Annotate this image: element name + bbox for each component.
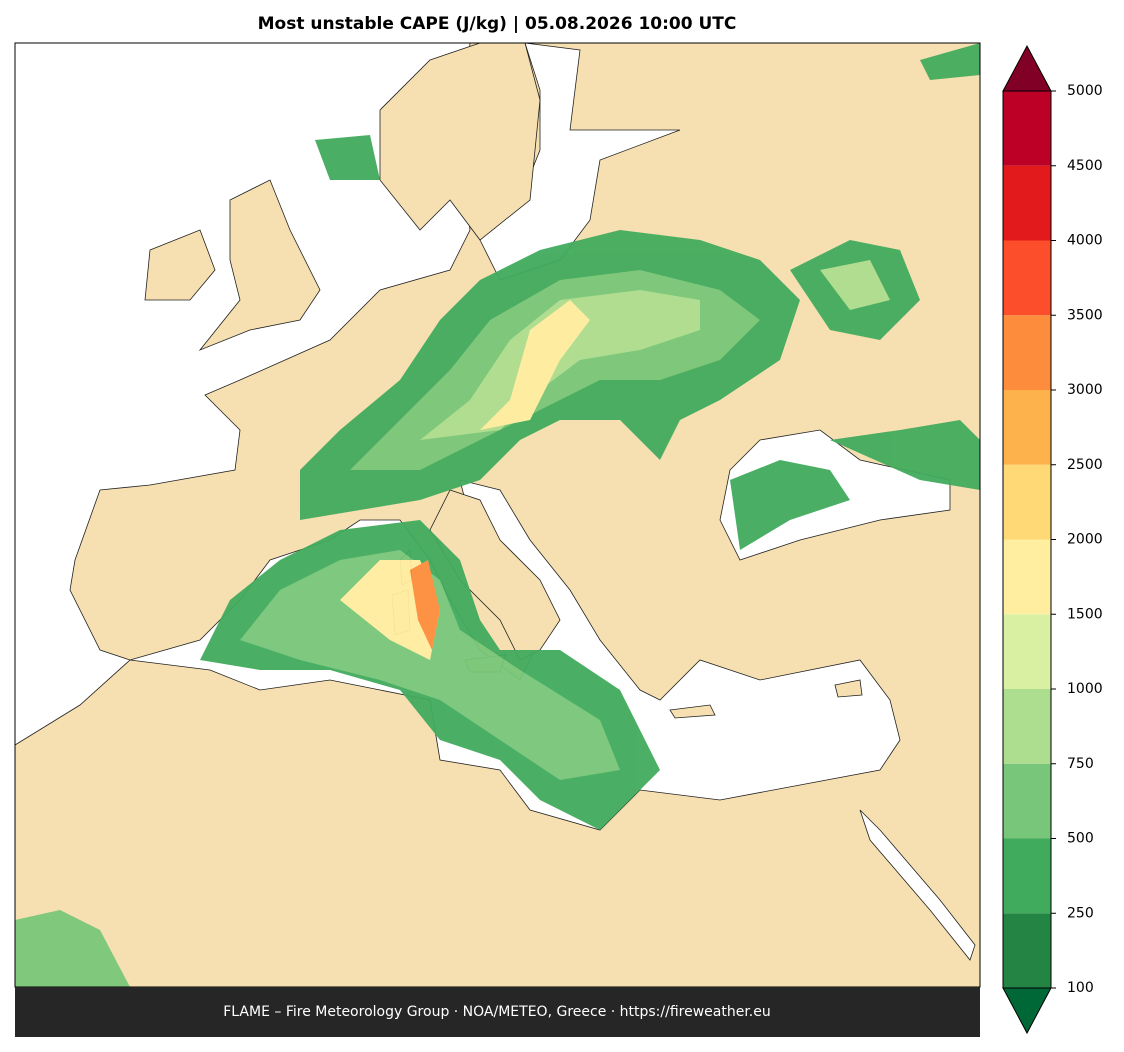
colorbar-band	[1003, 240, 1051, 316]
colorbar-tick-label: 2000	[1067, 532, 1103, 548]
colorbar-tick-label: 2500	[1067, 457, 1103, 473]
colorbar-tick-label: 5000	[1067, 83, 1103, 99]
cape-field	[15, 43, 980, 987]
colorbar-band	[1003, 315, 1051, 390]
colorbar-over	[1002, 44, 1052, 92]
colorbar-band	[1003, 539, 1051, 615]
colorbar-tick-label: 1000	[1067, 681, 1103, 697]
colorbar-under	[1002, 987, 1052, 1035]
colorbar-tick-label: 3000	[1067, 382, 1103, 398]
colorbar: 100 250 500 750 1000 1500 2000 2500 3000 3500 4000…	[1002, 44, 1103, 1035]
colorbar-tick-label: 100	[1067, 980, 1094, 996]
colorbar-band	[1003, 838, 1051, 914]
colorbar-band	[1003, 91, 1051, 166]
colorbar-band	[1003, 913, 1051, 988]
colorbar-tick-label: 750	[1067, 756, 1094, 772]
colorbar-band	[1003, 763, 1051, 839]
colorbar-band	[1003, 614, 1051, 689]
colorbar-band	[1003, 165, 1051, 241]
colorbar-tick-label: 4500	[1067, 158, 1103, 174]
footer-band	[15, 987, 980, 1037]
colorbar-tick-label: 500	[1067, 831, 1094, 847]
colorbar-tick-label: 250	[1067, 905, 1094, 921]
map	[15, 43, 980, 987]
colorbar-band	[1003, 464, 1051, 540]
colorbar-tick-label: 4000	[1067, 233, 1103, 249]
colorbar-tick-label: 1500	[1067, 606, 1103, 622]
footer: FLAME – Fire Meteorology Group · NOA/MET…	[223, 1004, 771, 1020]
colorbar-band	[1003, 689, 1051, 764]
title: Most unstable CAPE (J/kg) | 05.08.2026 1…	[258, 14, 737, 34]
colorbar-band	[1003, 390, 1051, 465]
colorbar-tick-label: 3500	[1067, 307, 1103, 323]
